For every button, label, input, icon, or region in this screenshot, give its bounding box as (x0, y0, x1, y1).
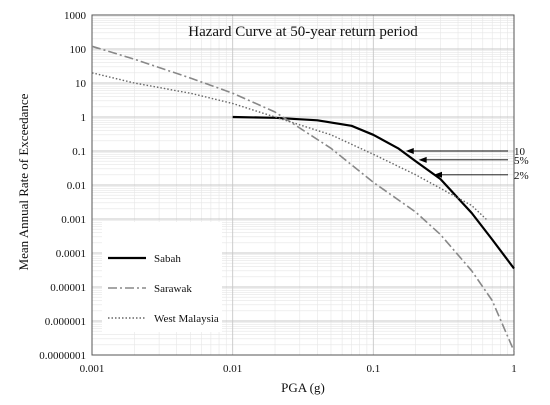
chart-title: Hazard Curve at 50-year return period (188, 24, 418, 40)
y-tick-label: 1 (81, 112, 87, 124)
y-tick-label: 0.0001 (56, 248, 86, 260)
x-tick-label: 0.1 (366, 363, 380, 375)
annotation-arrowhead (434, 171, 443, 178)
y-tick-label: 0.001 (61, 214, 86, 226)
plot-frame (91, 14, 515, 356)
legend: Sabah Sarawak West Malaysia (108, 253, 219, 325)
series-line-sarawak (91, 45, 515, 352)
y-tick-label: 100 (70, 44, 87, 56)
x-tick-label: 0.001 (80, 363, 105, 375)
y-tick-label: 0.1 (72, 146, 86, 158)
annotation-arrowhead (418, 156, 427, 163)
annotation-label: 2% (514, 170, 529, 182)
y-tick-label: 0.01 (67, 180, 86, 192)
x-tick-label: 1 (511, 363, 517, 375)
y-tick-label: 10 (75, 78, 87, 90)
x-tick-label: 0.01 (223, 363, 242, 375)
y-tick-label: 0.0000001 (39, 350, 86, 362)
annotation-arrowhead (405, 148, 414, 154)
y-axis-title: Mean Annual Rate of Exceedance (16, 93, 31, 270)
annotation-layer: 105% 2% (405, 146, 529, 182)
legend-label: Sarawak (154, 283, 192, 295)
series-layer (91, 45, 515, 352)
annotation-label: 10 (514, 146, 526, 158)
series-line-sabah (232, 115, 515, 270)
legend-label: Sabah (154, 253, 181, 265)
y-tick-label: 0.00001 (50, 282, 86, 294)
y-tick-label: 0.000001 (45, 316, 86, 328)
annotation-label: 5% (514, 155, 529, 167)
x-axis-title: PGA (g) (281, 380, 325, 395)
y-tick-label: 1000 (64, 10, 87, 22)
legend-label: West Malaysia (154, 313, 219, 325)
axis-layer: 0.0000001 0.000001 0.00001 0.0001 0.001 0.01 0… (39, 10, 517, 375)
series-line-west-malaysia (91, 72, 489, 222)
legend-background (102, 222, 222, 332)
